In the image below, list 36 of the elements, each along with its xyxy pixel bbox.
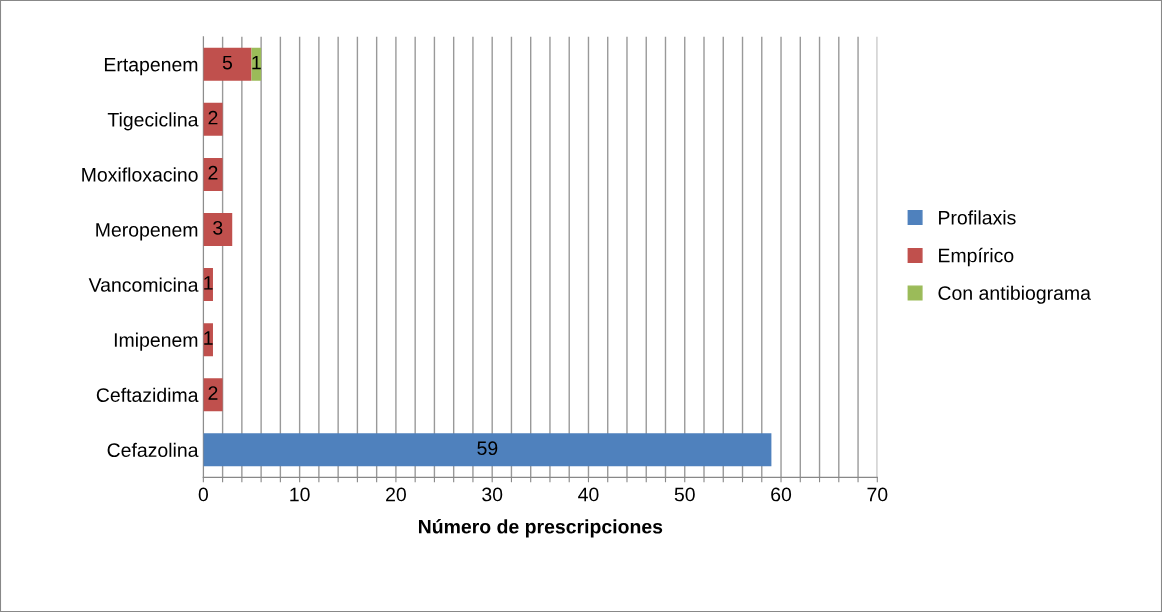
- data-label: 1: [204, 276, 213, 290]
- x-tick-label: 10: [290, 487, 310, 502]
- x-tick-label: 70: [867, 487, 888, 502]
- data-label: 2: [208, 386, 218, 400]
- x-tick-label: 60: [771, 487, 792, 502]
- y-tick-label: Imipenem: [114, 332, 198, 351]
- bar: [203, 433, 772, 467]
- x-tick-label: 40: [578, 487, 599, 502]
- data-label: 1: [252, 55, 261, 70]
- y-tick-label: Cefazolina: [107, 442, 199, 458]
- y-tick-label: Meropenem: [96, 223, 198, 241]
- bar: [203, 212, 233, 247]
- y-tick-label: Ertapenem: [104, 57, 198, 76]
- bar: [203, 378, 223, 412]
- data-label: 1: [204, 331, 213, 345]
- x-tick-label: 50: [674, 487, 695, 502]
- bar: [203, 157, 223, 191]
- legend-label: Con antibiograma: [938, 285, 1091, 304]
- bar: [251, 47, 262, 81]
- y-tick-label: Vancomicina: [88, 277, 199, 292]
- data-label: 59: [477, 441, 498, 456]
- bar: [203, 47, 252, 81]
- x-tick-label: 30: [482, 487, 503, 502]
- y-tick-label: Moxifloxacino: [82, 167, 198, 182]
- legend-label: Empírico: [939, 247, 1014, 267]
- x-axis-title: Número de prescripciones: [418, 519, 663, 538]
- data-label: 3: [213, 220, 223, 235]
- data-label: 5: [222, 55, 233, 70]
- bar: [203, 102, 223, 136]
- data-label: 2: [208, 165, 218, 180]
- legend-label: Profilaxis: [939, 210, 1016, 225]
- y-tick-label: Tigeciclina: [107, 112, 199, 131]
- x-tick-label: 20: [386, 487, 406, 502]
- data-label: 2: [208, 110, 218, 125]
- x-tick-label: 0: [198, 487, 208, 502]
- y-tick-label: Ceftazidima: [96, 387, 199, 402]
